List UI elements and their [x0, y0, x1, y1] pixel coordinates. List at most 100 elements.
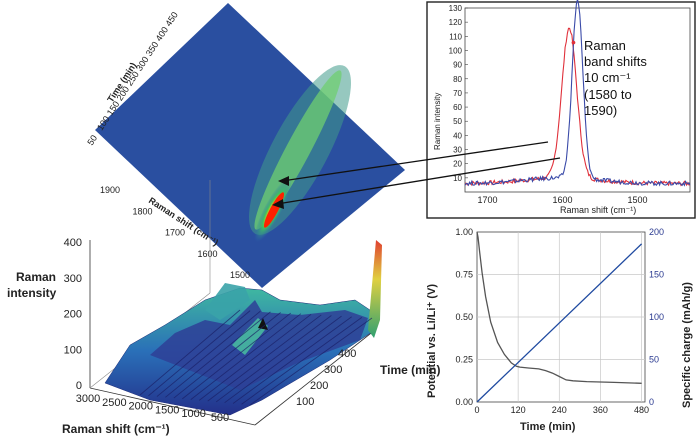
waterfall-z-title: Time (min) — [380, 363, 440, 377]
waterfall-stripe — [215, 315, 332, 403]
waterfall-stripe — [182, 312, 292, 400]
pc-x-tick: 240 — [552, 405, 567, 415]
annotation-line-2: band shifts — [584, 54, 647, 69]
waterfall-stripe — [190, 313, 302, 400]
inset-series-blue — [464, 0, 691, 187]
inset-frame — [426, 1, 696, 219]
contour-surface — [95, 3, 405, 288]
pc-x-tick: 120 — [511, 405, 526, 415]
inset-y-tick: 20 — [453, 160, 462, 169]
specific-charge-line — [476, 243, 643, 403]
waterfall-time-tick: 200 — [310, 380, 328, 392]
inset-x-title: Raman shift (cm⁻¹) — [560, 205, 636, 215]
pc-y2-tick: 100 — [649, 312, 664, 322]
contour-y-tick: 50 — [85, 133, 99, 147]
waterfall-peak-marker — [258, 318, 268, 330]
waterfall-hump — [205, 283, 250, 320]
waterfall-x-title: Raman shift (cm⁻¹) — [62, 422, 170, 436]
arrowhead-lower — [272, 199, 284, 209]
waterfall-intensity-tick: 100 — [64, 344, 82, 356]
pc-y2-title: Specific charge (mAh/g) — [681, 282, 693, 408]
inset-y-tick: 110 — [449, 32, 462, 41]
pc-y2-tick: 150 — [649, 270, 664, 280]
inset-y-tick: 70 — [453, 89, 462, 98]
waterfall-shift-tick: 3000 — [76, 393, 100, 405]
arrowhead-upper — [278, 176, 289, 186]
waterfall-stripes — [139, 309, 373, 406]
inset-y-title: Raman intensity — [433, 93, 442, 150]
waterfall-time-tick: 400 — [338, 348, 356, 360]
inset-y-tick: 10 — [453, 174, 462, 183]
pc-y-title: Potential vs. Li/Li⁺ (V) — [426, 284, 438, 398]
inset-y-tick: 120 — [449, 18, 463, 27]
waterfall-intensity-tick: 200 — [64, 309, 82, 321]
inset-y-tick: 30 — [453, 146, 462, 155]
contour-y-tick: 300 — [134, 55, 151, 73]
waterfall-time-tick: 100 — [296, 396, 314, 408]
pc-x-tick: 360 — [593, 405, 608, 415]
inset-y-tick: 100 — [449, 46, 463, 55]
inset-x-tick: 1700 — [477, 195, 497, 205]
pc-y2-tick: 0 — [649, 397, 654, 407]
contour-x-tick: 1500 — [230, 270, 250, 280]
arrow-upper — [281, 141, 549, 182]
waterfall-stripe — [173, 312, 281, 399]
waterfall-intensity-tick: 400 — [64, 237, 82, 249]
waterfall-stripe — [148, 310, 251, 397]
waterfall-time-axis — [254, 329, 376, 426]
contour-y-tick: 400 — [154, 25, 171, 43]
annotation-line-3: 10 cm⁻¹ — [584, 70, 631, 85]
waterfall-stripe — [165, 311, 271, 398]
pc-y2-tick: 200 — [649, 227, 664, 237]
annotation-line-4: (1580 to — [584, 87, 632, 102]
waterfall-shift-tick: 1000 — [181, 408, 205, 420]
waterfall-stripe — [198, 313, 312, 401]
inset-y-tick: 90 — [453, 61, 462, 70]
inset-x-tick: 1500 — [627, 195, 647, 205]
pc-x-tick: 480 — [634, 405, 649, 415]
potential-line — [476, 231, 642, 384]
contour-x-tick: 1700 — [165, 228, 185, 238]
waterfall-stripe — [156, 310, 261, 397]
inset-y-tick: 130 — [449, 4, 463, 13]
pc-y-tick: 0.25 — [455, 355, 473, 365]
waterfall-stripe — [207, 314, 322, 402]
potential-charge-chart: 0.00 0.25 0.50 0.75 1.00 0 50 100 150 200 0 120 24… — [426, 227, 693, 433]
waterfall-time-tick: 300 — [324, 364, 342, 376]
waterfall-stripe — [139, 309, 241, 396]
waterfall-y-title-line-1: Raman — [16, 270, 56, 284]
waterfall-ridge — [150, 300, 368, 390]
raman-inset: 10 20 30 40 50 60 70 80 90 100 110 120 130 1700 1600 1… — [426, 0, 696, 219]
waterfall-stripe — [224, 315, 342, 404]
pc-x-title: Time (min) — [520, 421, 576, 433]
waterfall-shift-axis — [89, 387, 256, 426]
waterfall-intensity-tick: 0 — [76, 380, 82, 392]
inset-x-tick: 1600 — [552, 195, 572, 205]
waterfall-shift-tick: 2500 — [102, 397, 126, 409]
connector-arrows — [272, 141, 561, 209]
contour-core — [263, 192, 285, 228]
waterfall-shift-tick: 500 — [211, 412, 229, 424]
contour-y-tick: 350 — [144, 40, 161, 58]
inset-y-tick: 80 — [453, 75, 462, 84]
arrow-lower — [276, 157, 561, 205]
inset-y-tick: 60 — [453, 103, 462, 112]
waterfall-stripe — [241, 317, 363, 405]
contour-x-tick: 1800 — [133, 206, 153, 216]
inset-y-tick: 40 — [453, 131, 462, 140]
waterfall-intensity-tick: 300 — [64, 273, 82, 285]
waterfall-stripe — [232, 316, 352, 404]
waterfall-y-title-line-2: intensity — [7, 286, 57, 300]
inset-plot-area — [464, 7, 691, 193]
waterfall-shift-tick: 2000 — [129, 401, 153, 413]
pc-y-tick: 0.50 — [455, 312, 473, 322]
contour-x-tick: 1600 — [198, 249, 218, 259]
pc-x-tick: 0 — [474, 405, 479, 415]
waterfall-stripe — [249, 317, 373, 406]
pc-y-tick: 0.00 — [455, 397, 473, 407]
pc-y-tick: 0.75 — [455, 270, 473, 280]
annotation-line-1: Raman — [584, 38, 626, 53]
contour-x-tick: 1900 — [100, 185, 120, 195]
